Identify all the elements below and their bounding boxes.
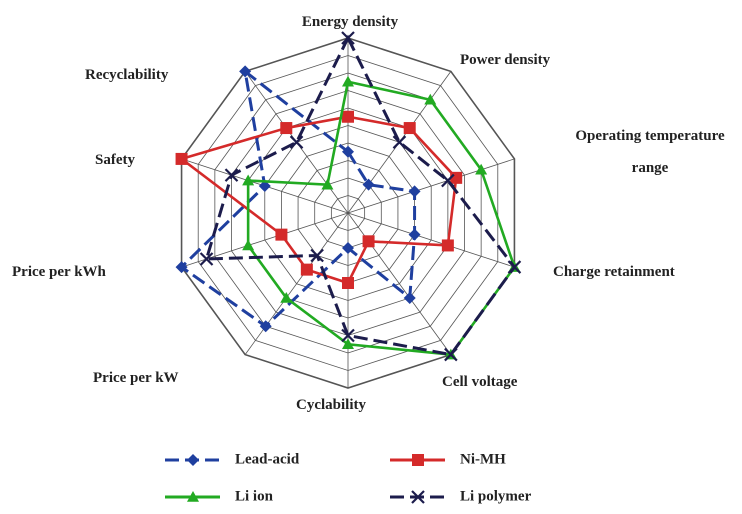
- series-marker: [392, 135, 407, 149]
- axis-label: Charge retainment: [553, 264, 675, 280]
- series-marker: [242, 239, 255, 251]
- series-marker: [175, 261, 188, 274]
- axis-label: Recyclability: [85, 67, 169, 83]
- axis-label: Price per kWh: [12, 264, 106, 280]
- series-line: [204, 34, 517, 357]
- series-marker: [259, 320, 272, 333]
- axis-label: Safety: [95, 152, 135, 168]
- axis-label: Cyclability: [296, 397, 366, 413]
- legend-label: Ni-MH: [460, 451, 506, 467]
- series-marker: [280, 122, 293, 135]
- series-marker: [342, 277, 354, 289]
- series-marker: [362, 235, 375, 248]
- legend-marker: [412, 454, 424, 466]
- axis-label: Operating temperature range: [575, 128, 725, 176]
- axis-label: Energy density: [301, 14, 399, 30]
- series-marker: [475, 163, 488, 175]
- series-marker: [362, 178, 375, 191]
- series-marker: [403, 291, 416, 304]
- series-marker: [408, 228, 421, 241]
- series-marker: [342, 75, 354, 87]
- series-marker: [289, 135, 304, 149]
- series-marker: [175, 152, 188, 165]
- series-marker: [441, 173, 455, 188]
- series-marker: [341, 328, 355, 343]
- series-marker: [321, 178, 334, 190]
- spoke: [347, 158, 515, 214]
- series-marker: [408, 185, 421, 198]
- legend-marker: [187, 491, 199, 502]
- series-marker: [444, 347, 458, 362]
- series-marker: [300, 263, 313, 276]
- legend-label: Li ion: [235, 488, 274, 504]
- series-marker: [280, 291, 293, 303]
- axis-label: Power density: [460, 52, 551, 68]
- series-marker: [403, 122, 416, 135]
- legend-marker: [411, 490, 425, 504]
- series-marker: [310, 248, 324, 263]
- spoke: [347, 212, 515, 268]
- spoke: [347, 212, 452, 355]
- series-marker: [507, 260, 522, 274]
- legend-marker: [187, 454, 199, 466]
- series-marker: [239, 65, 252, 78]
- series-marker: [242, 174, 255, 186]
- series-marker: [424, 93, 437, 105]
- spoke: [244, 212, 349, 355]
- series-marker: [199, 252, 214, 266]
- series-marker: [341, 31, 355, 45]
- series-marker: [441, 239, 454, 252]
- series-marker: [342, 338, 354, 350]
- series-marker: [342, 242, 354, 254]
- legend-label: Lead-acid: [235, 451, 300, 467]
- series-marker: [342, 145, 354, 158]
- series-marker: [342, 110, 354, 123]
- axis-label: Cell voltage: [442, 374, 518, 390]
- axis-label: Price per kW: [93, 370, 179, 386]
- legend-label: Li polymer: [460, 488, 532, 504]
- series-marker: [258, 179, 271, 192]
- series-marker: [275, 228, 288, 241]
- series-marker: [224, 168, 239, 182]
